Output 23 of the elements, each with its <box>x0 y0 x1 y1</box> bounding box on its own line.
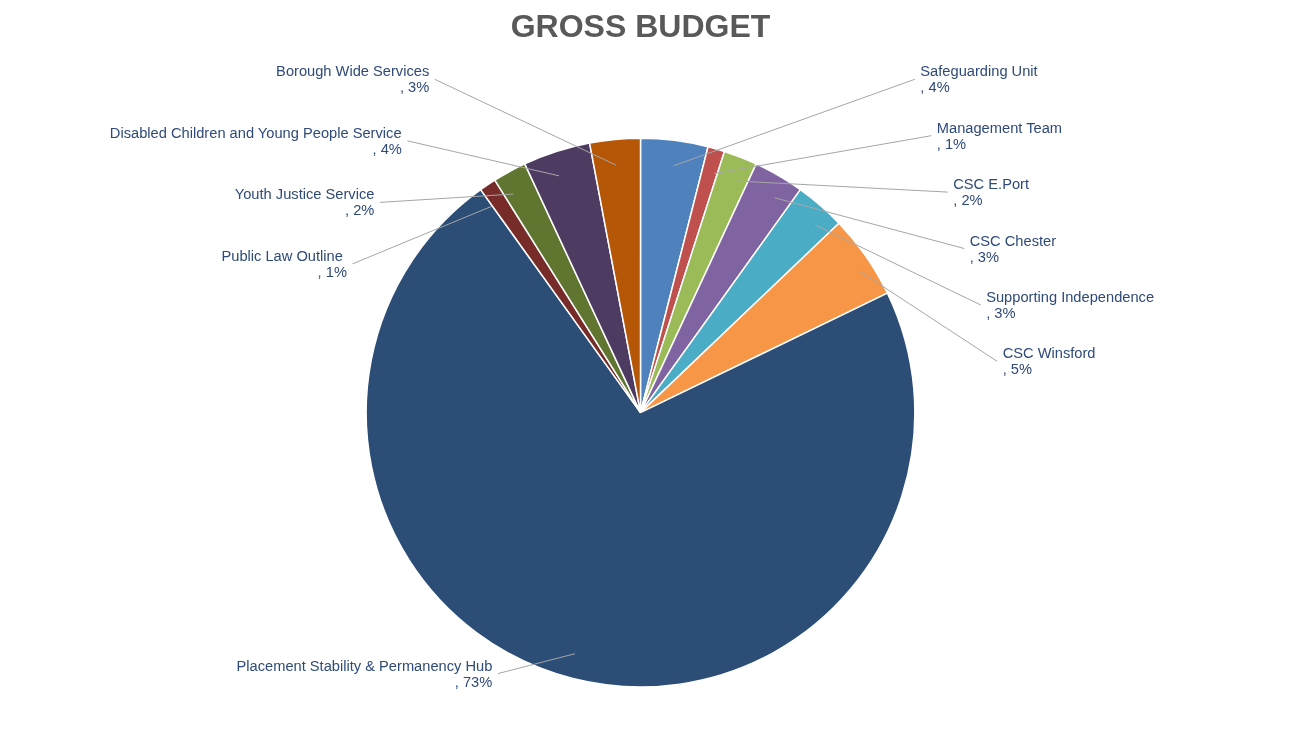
slice-label: Public Law Outline <box>221 247 343 264</box>
data-label: , 4% <box>920 79 950 96</box>
data-label: , 1% <box>317 263 347 280</box>
data-label: , 2% <box>953 192 983 209</box>
data-label: , 4% <box>372 140 402 157</box>
chart-title: GROSS BUDGET <box>510 7 771 44</box>
data-label: , 2% <box>345 202 375 219</box>
slice-label: CSC E.Port <box>953 176 1030 193</box>
slice-label: Safeguarding Unit <box>920 63 1038 80</box>
data-label: , 3% <box>969 248 1000 265</box>
slice-label: CSC Chester <box>969 232 1057 249</box>
data-label: , 3% <box>399 79 430 96</box>
data-label: , 3% <box>986 304 1016 321</box>
slice-label: Disabled Children and Young People Service <box>109 124 402 141</box>
data-label: , 73% <box>454 673 493 690</box>
data-label: , 5% <box>1002 361 1032 378</box>
slice-label: Youth Justice Service <box>234 186 375 203</box>
slice-label: CSC Winsford <box>1002 345 1096 362</box>
slice-label: Borough Wide Services <box>276 63 430 80</box>
slice-label: Supporting Independence <box>986 288 1155 305</box>
slice-label: Management Team <box>936 119 1063 136</box>
slice-label: Placement Stability & Permanency Hub <box>236 657 493 674</box>
data-label: , 1% <box>936 135 967 152</box>
